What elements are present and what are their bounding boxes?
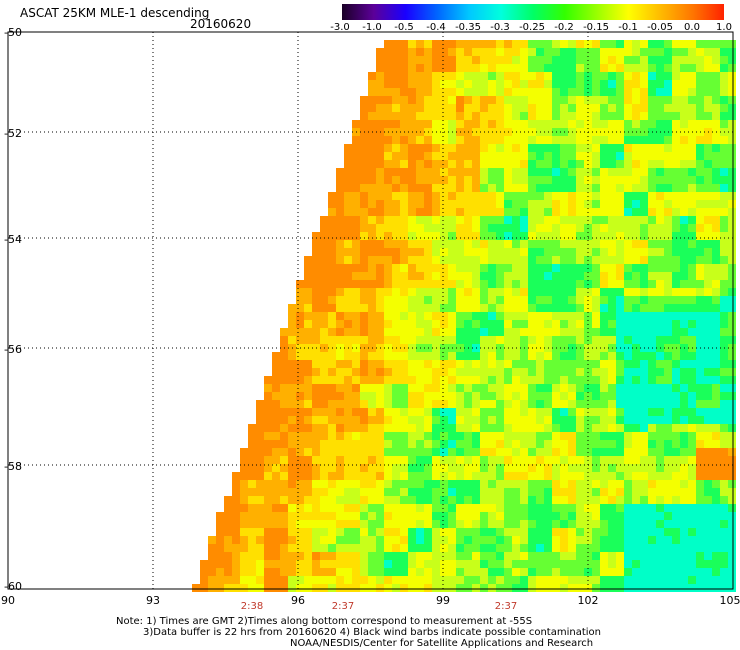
colorbar-label: 0.0 (684, 22, 700, 33)
pass-time-3: 2:37 (494, 601, 518, 612)
lon-label-90: 90 (1, 594, 15, 607)
colorbar-gradient (342, 4, 724, 20)
colorbar-label: -1.0 (362, 22, 382, 33)
colorbar-label: -0.5 (394, 22, 414, 33)
lat-label-54: -54 (4, 233, 22, 246)
map-title: ASCAT 25KM MLE-1 descending (20, 6, 210, 20)
colorbar-label: 1.0 (716, 22, 732, 33)
lat-label-52: -52 (4, 127, 22, 140)
lon-label-105: 105 (719, 594, 740, 607)
lat-label-58: -58 (4, 460, 22, 473)
lon-label-93: 93 (146, 594, 160, 607)
wind-speed-swath (192, 40, 736, 592)
graticule (8, 32, 733, 589)
lon-label-96: 96 (291, 594, 305, 607)
colorbar-label: -0.3 (490, 22, 510, 33)
colorbar-label: -0.15 (583, 22, 609, 33)
pass-time-1: 2:38 (240, 601, 264, 612)
colorbar-label: -0.05 (647, 22, 673, 33)
pass-time-2: 2:37 (331, 601, 355, 612)
lat-label-56: -56 (4, 343, 22, 356)
colorbar-label: -0.2 (554, 22, 574, 33)
plot-frame (7, 31, 734, 590)
colorbar (342, 4, 724, 20)
colorbar-label: -0.1 (618, 22, 638, 33)
colorbar-label: -3.0 (330, 22, 350, 33)
map-date: 20160620 (190, 17, 252, 31)
colorbar-label: -0.25 (519, 22, 545, 33)
colorbar-label: -0.35 (455, 22, 481, 33)
note-line-1: Note: 1) Times are GMT 2)Times along bot… (116, 616, 533, 627)
lat-label-60: -60 (4, 580, 22, 593)
lon-label-99: 99 (436, 594, 450, 607)
lat-label-50: -50 (4, 26, 22, 39)
lon-label-102: 102 (577, 594, 599, 607)
note-line-3: NOAA/NESDIS/Center for Satellite Applica… (290, 638, 594, 649)
note-line-2: 3)Data buffer is 22 hrs from 20160620 4)… (143, 627, 601, 638)
colorbar-label: -0.4 (426, 22, 446, 33)
